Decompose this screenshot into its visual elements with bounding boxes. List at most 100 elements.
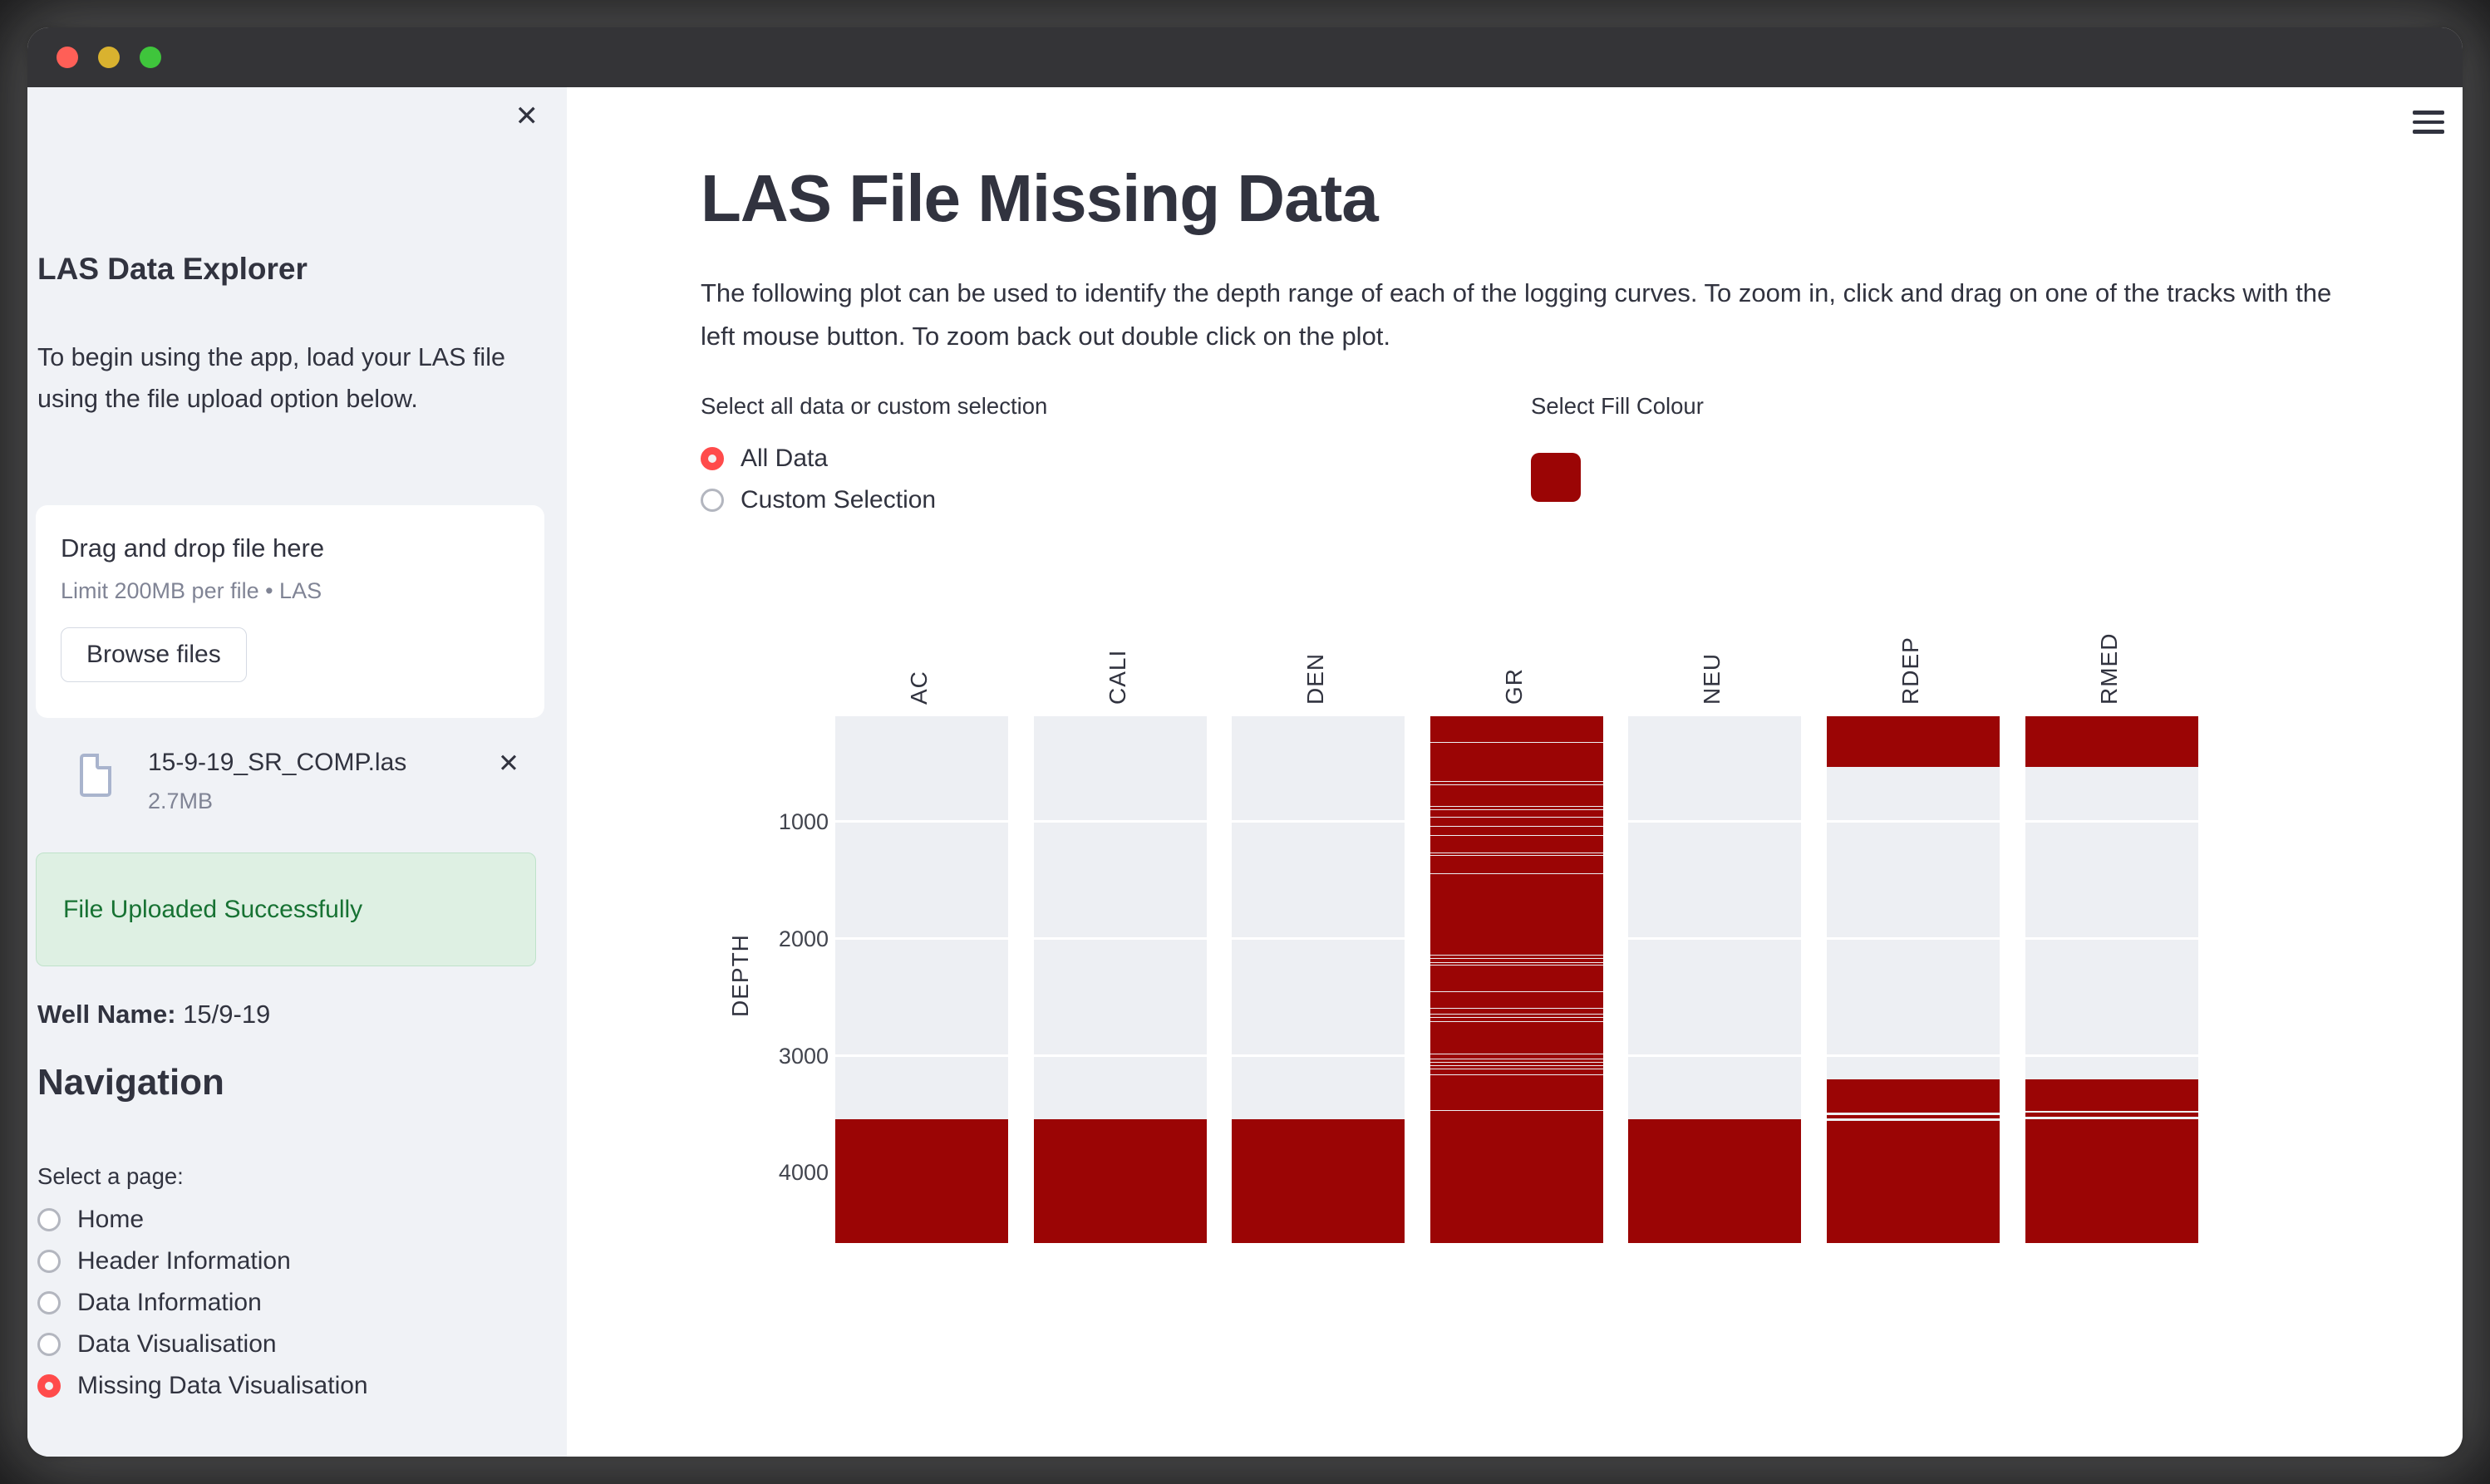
missing-segment — [1430, 836, 1603, 853]
gridline — [1827, 820, 2000, 823]
window-titlebar[interactable] — [27, 27, 2463, 87]
custom-selection-radio[interactable]: Custom Selection — [701, 479, 1047, 521]
upload-success-text: File Uploaded Successfully — [63, 895, 363, 923]
uploaded-file-name: 15-9-19_SR_COMP.las — [148, 749, 407, 776]
radio-selected-icon — [37, 1374, 61, 1398]
select-page-label: Select a page: — [37, 1163, 184, 1189]
missing-data-plot[interactable]: AC CALI DEN GR NEU RDEP RMED 1000 2000 3000 4000 DE… — [727, 633, 2198, 1243]
track-cali[interactable] — [1034, 716, 1207, 1243]
remove-file-icon[interactable]: ✕ — [498, 749, 519, 778]
gridline — [1628, 820, 1801, 823]
missing-segment — [1430, 817, 1603, 826]
gridline — [1232, 820, 1405, 823]
fill-colour-control: Select Fill Colour — [1531, 393, 1704, 502]
all-data-radio[interactable]: All Data — [701, 438, 1047, 479]
file-document-icon — [80, 754, 111, 797]
page-description: The following plot can be used to identi… — [701, 278, 2332, 351]
track-den[interactable] — [1232, 716, 1405, 1243]
missing-segment — [1430, 992, 1603, 1009]
gridline — [2025, 1054, 2198, 1058]
track-ac[interactable] — [835, 716, 1008, 1243]
missing-segment — [1430, 965, 1603, 992]
missing-segment — [1430, 1065, 1603, 1069]
radio-icon — [37, 1333, 61, 1356]
gridline — [1232, 1054, 1405, 1058]
sidebar-item-home[interactable]: Home — [37, 1199, 368, 1241]
missing-segment — [1827, 1114, 2000, 1118]
well-name-value: 15/9-19 — [175, 1000, 271, 1029]
missing-segment — [1430, 1018, 1603, 1021]
missing-segment — [1430, 716, 1603, 743]
uploaded-file-row: 15-9-19_SR_COMP.las 2.7MB ✕ — [36, 742, 544, 822]
sidebar: ✕ LAS Data Explorer To begin using the a… — [27, 87, 567, 1457]
y-tick-label: 3000 — [778, 1043, 829, 1069]
missing-segment — [1430, 826, 1603, 836]
app-window: ✕ LAS Data Explorer To begin using the a… — [27, 27, 2463, 1457]
gridline — [835, 820, 1008, 823]
gridline — [2025, 820, 2198, 823]
hamburger-menu-icon[interactable] — [2413, 111, 2444, 140]
missing-segment — [1034, 1119, 1207, 1243]
fill-colour-picker[interactable] — [1531, 453, 1581, 502]
radio-selected-icon — [701, 447, 724, 470]
track-gr[interactable] — [1430, 716, 1603, 1243]
uploader-limit: Limit 200MB per file • LAS — [61, 578, 322, 603]
zoom-window-button[interactable] — [140, 47, 161, 68]
browse-files-button[interactable]: Browse files — [61, 627, 247, 682]
missing-segment — [1430, 1063, 1603, 1065]
missing-segment — [1430, 855, 1603, 874]
gridline — [1034, 1054, 1207, 1058]
sidebar-close-icon[interactable]: ✕ — [514, 101, 539, 132]
radio-icon — [37, 1250, 61, 1273]
track-neu[interactable] — [1628, 716, 1801, 1243]
y-tick-label: 1000 — [778, 808, 829, 834]
missing-segment — [1430, 1009, 1603, 1014]
missing-segment — [2025, 1113, 2198, 1117]
sidebar-item-data-information[interactable]: Data Information — [37, 1282, 368, 1324]
missing-segment — [2025, 1079, 2198, 1111]
well-name-label: Well Name: — [37, 1000, 176, 1029]
gridline — [835, 1054, 1008, 1058]
well-name-row: Well Name: 15/9-19 — [37, 1000, 270, 1029]
app-content: ✕ LAS Data Explorer To begin using the a… — [27, 87, 2463, 1457]
missing-segment — [1430, 962, 1603, 965]
missing-segment — [1232, 1119, 1405, 1243]
missing-segment — [1430, 1054, 1603, 1059]
sidebar-item-data-visualisation[interactable]: Data Visualisation — [37, 1324, 368, 1365]
minimize-window-button[interactable] — [98, 47, 120, 68]
close-window-button[interactable] — [57, 47, 78, 68]
track-rmed[interactable] — [2025, 716, 2198, 1243]
radio-icon — [701, 489, 724, 512]
gridline — [1034, 820, 1207, 823]
gridline — [1232, 937, 1405, 941]
main-panel: LAS File Missing Data The following plot… — [567, 87, 2463, 1457]
file-uploader[interactable]: Drag and drop file here Limit 200MB per … — [36, 505, 544, 718]
data-selection-label: Select all data or custom selection — [701, 393, 1048, 419]
gridline — [1628, 937, 1801, 941]
sidebar-item-missing-data-visualisation[interactable]: Missing Data Visualisation — [37, 1365, 368, 1407]
missing-segment — [1430, 807, 1603, 810]
missing-segment — [2025, 1119, 2198, 1243]
gridline — [2025, 937, 2198, 941]
sidebar-item-header-information[interactable]: Header Information — [37, 1241, 368, 1282]
missing-segment — [1430, 782, 1603, 784]
missing-segment — [1430, 1110, 1603, 1243]
uploader-prompt: Drag and drop file here — [61, 533, 325, 563]
data-selection-radio-group: All Data Custom Selection — [701, 438, 1047, 521]
missing-segment — [1430, 743, 1603, 782]
gridline — [1034, 937, 1207, 941]
data-selection-control: Select all data or custom selection All … — [701, 393, 1047, 521]
y-tick-label: 4000 — [778, 1160, 829, 1186]
track-rdep[interactable] — [1827, 716, 2000, 1243]
navigation-heading: Navigation — [37, 1062, 224, 1103]
y-tick-label: 2000 — [778, 926, 829, 951]
gridline — [1628, 1054, 1801, 1058]
sidebar-intro-text: To begin using the app, load your LAS fi… — [37, 343, 505, 413]
gridline — [1827, 1054, 2000, 1058]
missing-segment — [1827, 1079, 2000, 1113]
sidebar-title: LAS Data Explorer — [37, 252, 308, 286]
gridline — [1827, 937, 2000, 941]
missing-segment — [835, 1119, 1008, 1243]
missing-segment — [1430, 959, 1603, 962]
missing-segment — [1430, 874, 1603, 955]
